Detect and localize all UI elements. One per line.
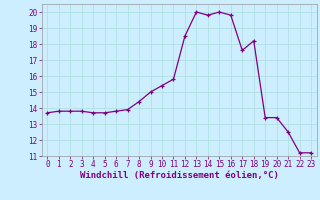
X-axis label: Windchill (Refroidissement éolien,°C): Windchill (Refroidissement éolien,°C) — [80, 171, 279, 180]
